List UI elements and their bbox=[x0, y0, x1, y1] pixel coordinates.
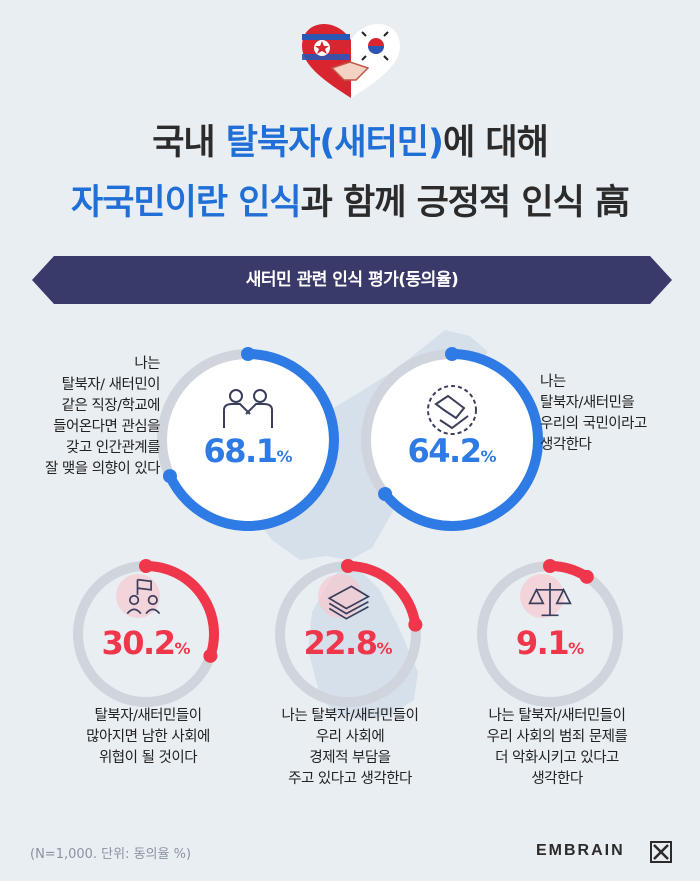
gauge-2-start-dot bbox=[445, 347, 459, 361]
heart-handshake-flags-icon bbox=[302, 24, 400, 98]
gauge-3-icon-backdrop bbox=[116, 574, 160, 618]
item-5-description: 나는 탈북자/새터민들이 우리 사회의 범죄 문제를 더 악화시키고 있다고 생… bbox=[452, 706, 662, 790]
item-2-description: 나는 탈북자/새터민을 우리의 국민이라고 생각한다 bbox=[540, 372, 647, 456]
gauge-1-unit: % bbox=[276, 447, 293, 466]
gauge-2-end-dot bbox=[378, 486, 393, 501]
item-4-line: 나는 탈북자/새터민들이 bbox=[281, 708, 419, 724]
title-line1-post: 에 대해 bbox=[443, 123, 549, 163]
item-3-line: 탈북자/새터민들이 bbox=[94, 708, 202, 724]
gauge-5-number: 9.1 bbox=[515, 624, 570, 662]
gauge-5-start-dot bbox=[543, 559, 557, 573]
gauge-4-start-dot bbox=[341, 559, 355, 573]
gauge-3-unit: % bbox=[174, 639, 191, 658]
title-line1-highlight: 탈북자(새터민) bbox=[225, 123, 444, 163]
gauge-5-unit: % bbox=[568, 639, 585, 658]
gauge-1 bbox=[157, 347, 339, 531]
item-2-line: 나는 bbox=[540, 374, 566, 390]
gauge-3-value-arc bbox=[145, 561, 219, 658]
title-line2-highlight: 자국민이란 인식 bbox=[71, 183, 302, 223]
gauge-4-value: 22.8% bbox=[268, 624, 428, 662]
gauge-1-value-arc bbox=[165, 349, 339, 531]
gauge-2-unit: % bbox=[480, 447, 497, 466]
gauge-3 bbox=[73, 559, 219, 707]
gauge-1-end-dot bbox=[162, 469, 177, 484]
scales-of-justice-icon bbox=[528, 582, 572, 617]
gauge-2-number: 64.2 bbox=[407, 432, 482, 470]
page-title-line1: 국내 탈북자(새터민)에 대해 bbox=[0, 114, 700, 165]
gauge-1-background bbox=[166, 358, 330, 522]
title-line2-post: 과 함께 긍정적 인식 高 bbox=[300, 183, 630, 223]
money-stack-icon bbox=[327, 585, 371, 620]
protest-people-icon bbox=[126, 578, 161, 615]
page-title-line2: 자국민이란 인식과 함께 긍정적 인식 高 bbox=[0, 174, 700, 225]
handshake-people-icon bbox=[223, 389, 273, 428]
gauge-3-start-dot bbox=[139, 559, 153, 573]
gauge-1-value: 68.1% bbox=[168, 432, 328, 470]
item-1-line: 갖고 인간관계를 bbox=[66, 440, 161, 456]
item-1-line: 탈북자/ 새터민이 bbox=[61, 377, 161, 393]
gauge-2 bbox=[361, 347, 543, 531]
item-3-description: 탈북자/새터민들이 많아지면 남한 사회에 위협이 될 것이다 bbox=[48, 706, 248, 769]
item-1-description: 나는 탈북자/ 새터민이 같은 직장/학교에 들어온다면 관심을 갖고 인간관계… bbox=[44, 354, 161, 480]
gauge-2-value-arc bbox=[381, 349, 543, 531]
item-1-line: 들어온다면 관심을 bbox=[53, 419, 160, 435]
item-1-line: 나는 bbox=[134, 356, 160, 372]
gauge-5 bbox=[477, 559, 623, 707]
item-3-line: 많아지면 남한 사회에 bbox=[86, 729, 210, 745]
section-banner bbox=[32, 256, 672, 304]
item-2-line: 생각한다 bbox=[540, 437, 592, 453]
gauge-2-background bbox=[370, 358, 534, 522]
gauge-4-number: 22.8 bbox=[303, 624, 378, 662]
item-2-line: 탈북자/새터민을 bbox=[540, 395, 635, 411]
gauge-2-value: 64.2% bbox=[372, 432, 532, 470]
item-4-line: 경제적 부담을 bbox=[309, 750, 391, 766]
gauge-3-number: 30.2 bbox=[101, 624, 176, 662]
brand-logo-icon bbox=[650, 841, 672, 863]
item-2-line: 우리의 국민이라고 bbox=[540, 416, 647, 432]
handshake-icon bbox=[427, 385, 477, 435]
gauge-4-unit: % bbox=[376, 639, 393, 658]
gauge-4-end-dot bbox=[408, 617, 423, 632]
item-4-line: 주고 있다고 생각한다 bbox=[288, 771, 412, 787]
footnote: (N=1,000. 단위: 동의율 %) bbox=[30, 847, 192, 862]
section-banner-label: 새터민 관련 인식 평가(동의율) bbox=[245, 270, 459, 290]
item-5-line: 더 악화시키고 있다고 bbox=[495, 750, 619, 766]
item-4-line: 우리 사회에 bbox=[315, 729, 385, 745]
item-1-line: 잘 맺을 의향이 있다 bbox=[44, 461, 161, 477]
gauge-5-end-dot bbox=[579, 569, 594, 584]
item-1-line: 같은 직장/학교에 bbox=[61, 398, 161, 414]
gauge-4-value-arc bbox=[347, 561, 421, 626]
brand-name: EMBRAIN bbox=[536, 842, 625, 859]
gauge-3-value: 30.2% bbox=[66, 624, 226, 662]
item-3-line: 위협이 될 것이다 bbox=[98, 750, 198, 766]
gauge-1-start-dot bbox=[241, 347, 255, 361]
gauge-5-icon-backdrop bbox=[520, 574, 564, 618]
gauge-4-icon-backdrop bbox=[318, 574, 362, 618]
gauge-5-value: 9.1% bbox=[470, 624, 630, 662]
item-5-line: 우리 사회의 범죄 문제를 bbox=[486, 729, 628, 745]
gauge-4 bbox=[275, 559, 423, 707]
gauge-3-end-dot bbox=[203, 648, 218, 663]
item-5-line: 나는 탈북자/새터민들이 bbox=[488, 708, 626, 724]
item-5-line: 생각한다 bbox=[531, 771, 583, 787]
item-4-description: 나는 탈북자/새터민들이 우리 사회에 경제적 부담을 주고 있다고 생각한다 bbox=[250, 706, 450, 790]
gauge-1-number: 68.1 bbox=[203, 432, 278, 470]
title-line1-pre: 국내 bbox=[152, 123, 226, 163]
